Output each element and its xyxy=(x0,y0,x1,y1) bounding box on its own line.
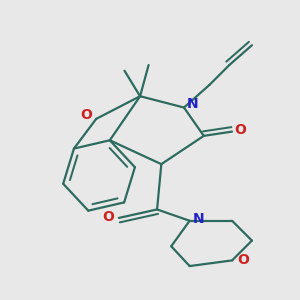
Text: O: O xyxy=(234,123,246,137)
Text: O: O xyxy=(102,209,114,224)
Text: N: N xyxy=(193,212,205,226)
Text: N: N xyxy=(187,97,198,111)
Text: O: O xyxy=(80,108,92,122)
Text: O: O xyxy=(237,253,249,267)
